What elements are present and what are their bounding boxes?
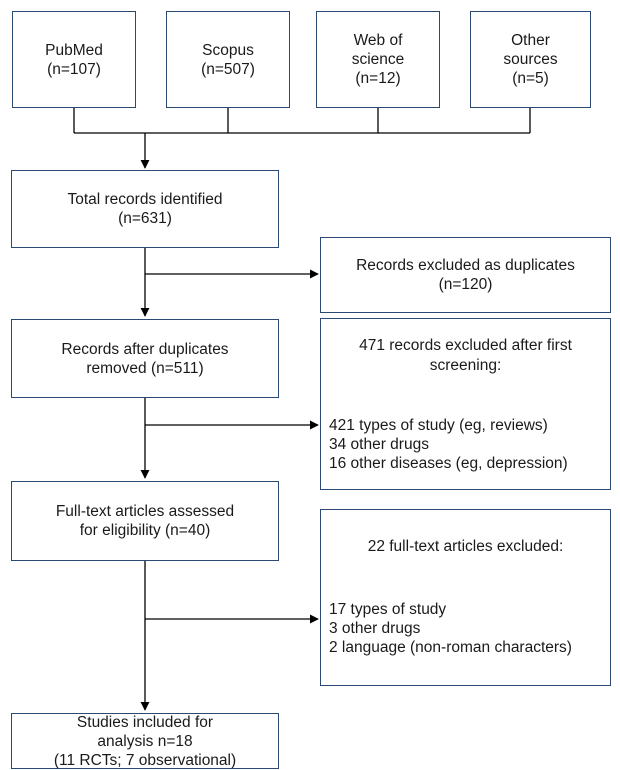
source-name: Web of bbox=[353, 32, 403, 49]
source-count: (n=507) bbox=[201, 60, 255, 78]
first-screening-heading: screening: bbox=[429, 357, 502, 374]
first-screening-heading: 471 records excluded after first bbox=[359, 337, 572, 354]
source-box-pubmed: PubMed (n=107) bbox=[12, 11, 136, 108]
total-records-box: Total records identified (n=631) bbox=[11, 170, 279, 248]
studies-included-box: Studies included for analysis n=18 (11 R… bbox=[11, 713, 279, 769]
full-text-excluded-item: 2 language (non-roman characters) bbox=[329, 639, 572, 656]
studies-included-count: analysis n=18 bbox=[97, 732, 193, 750]
first-screening-item: 421 types of study (eg, reviews) bbox=[329, 417, 548, 434]
full-text-assessed-count: for eligibility (n=40) bbox=[79, 522, 211, 539]
full-text-excluded-item: 3 other drugs bbox=[329, 620, 421, 637]
source-name: Other bbox=[511, 32, 550, 49]
total-records-label: Total records identified bbox=[67, 191, 223, 208]
total-records-count: (n=631) bbox=[118, 210, 172, 227]
duplicates-excluded-label: Records excluded as duplicates bbox=[356, 257, 575, 274]
source-box-other-sources: Other sources (n=5) bbox=[470, 11, 591, 108]
duplicates-excluded-box: Records excluded as duplicates (n=120) bbox=[320, 237, 611, 313]
first-screening-excluded-box: 471 records excluded after first screeni… bbox=[320, 318, 611, 490]
first-screening-item: 34 other drugs bbox=[329, 436, 429, 453]
full-text-excluded-item: 17 types of study bbox=[329, 601, 447, 618]
source-box-web-of-science: Web of science (n=12) bbox=[316, 11, 440, 108]
source-name: sources bbox=[503, 51, 558, 68]
full-text-assessed-label: Full-text articles assessed bbox=[55, 503, 235, 520]
source-name: PubMed bbox=[45, 41, 103, 59]
studies-included-breakdown: (11 RCTs; 7 observational) bbox=[53, 751, 237, 769]
source-name: science bbox=[351, 51, 405, 68]
source-name: Scopus bbox=[202, 41, 254, 59]
full-text-excluded-box: 22 full-text articles excluded: 17 types… bbox=[320, 509, 611, 686]
full-text-excluded-heading: 22 full-text articles excluded: bbox=[367, 538, 564, 555]
studies-included-label: Studies included for bbox=[76, 713, 214, 731]
source-count: (n=107) bbox=[47, 60, 101, 78]
source-box-scopus: Scopus (n=507) bbox=[166, 11, 290, 108]
full-text-assessed-box: Full-text articles assessed for eligibil… bbox=[11, 481, 279, 561]
first-screening-item: 16 other diseases (eg, depression) bbox=[329, 455, 568, 472]
after-duplicates-label: Records after duplicates bbox=[61, 340, 229, 358]
after-duplicates-box: Records after duplicates removed (n=511) bbox=[11, 319, 279, 398]
source-count: (n=5) bbox=[512, 70, 549, 87]
after-duplicates-count: removed (n=511) bbox=[86, 359, 204, 377]
duplicates-excluded-count: (n=120) bbox=[438, 276, 493, 293]
source-count: (n=12) bbox=[355, 70, 401, 87]
